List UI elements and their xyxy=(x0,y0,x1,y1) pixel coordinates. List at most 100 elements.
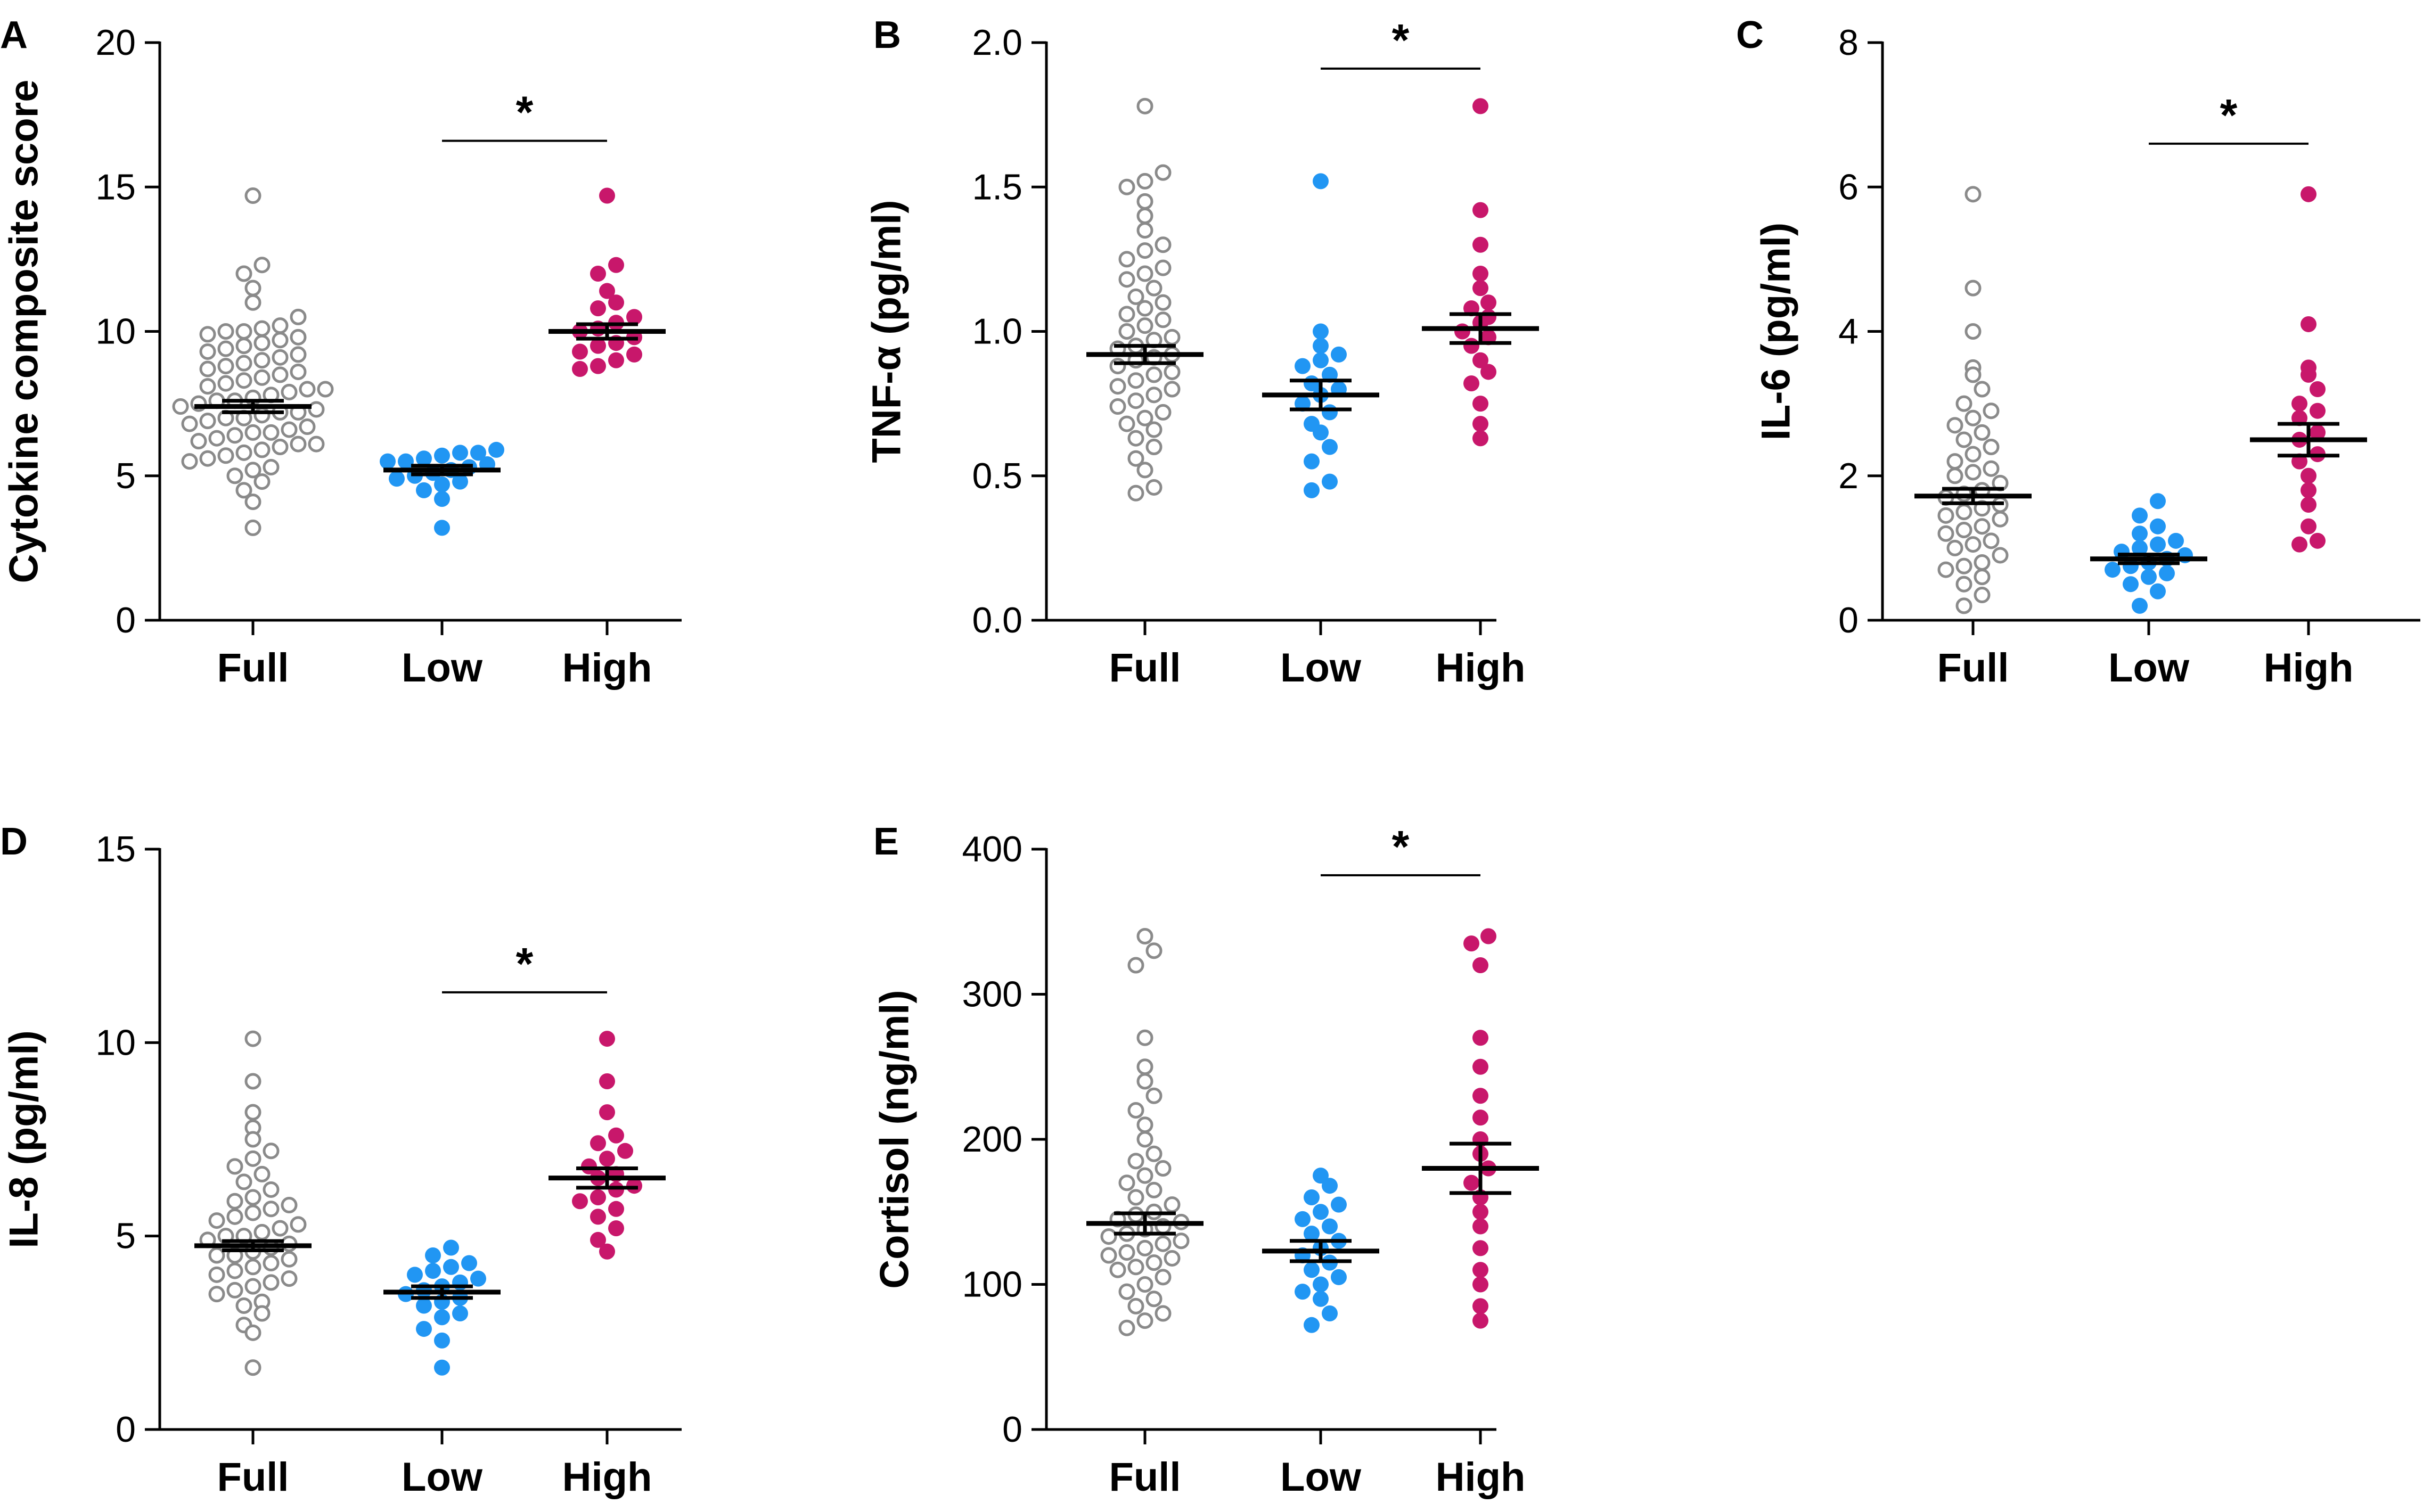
significance-star: * xyxy=(516,939,534,989)
data-point xyxy=(2301,497,2316,513)
data-point xyxy=(244,1324,261,1341)
data-point xyxy=(1964,536,1982,553)
data-point xyxy=(470,1270,486,1287)
y-tick-label: 0 xyxy=(1838,600,1859,640)
data-point xyxy=(1127,1153,1144,1170)
data-point xyxy=(1974,554,1991,571)
data-point xyxy=(380,453,396,470)
data-point xyxy=(2291,536,2307,553)
data-point xyxy=(1472,1276,1488,1293)
data-point xyxy=(1472,1088,1488,1104)
data-point xyxy=(1145,366,1163,383)
data-point xyxy=(1955,504,1972,521)
data-point xyxy=(1127,1189,1144,1206)
data-point xyxy=(1983,532,2000,549)
data-point xyxy=(244,1259,261,1276)
data-point xyxy=(235,444,252,461)
data-point xyxy=(281,383,298,400)
data-point xyxy=(253,352,271,369)
data-point xyxy=(181,415,198,432)
data-point xyxy=(226,467,243,484)
data-point xyxy=(590,1231,606,1248)
data-point xyxy=(434,491,450,507)
data-point xyxy=(235,1173,252,1190)
data-point xyxy=(263,1201,280,1218)
data-point xyxy=(599,1031,615,1047)
data-point xyxy=(244,1359,261,1376)
data-point xyxy=(1964,464,1982,481)
data-point xyxy=(1331,346,1347,363)
data-point xyxy=(235,338,252,355)
data-point xyxy=(1164,381,1181,398)
data-point xyxy=(572,343,588,360)
data-point xyxy=(1118,178,1135,195)
data-point xyxy=(1304,1317,1320,1333)
data-point xyxy=(272,349,289,366)
data-point xyxy=(599,1073,615,1089)
data-point xyxy=(1136,1276,1153,1293)
data-point xyxy=(1109,378,1126,395)
data-point xyxy=(244,294,261,311)
series-high xyxy=(549,187,666,377)
data-point xyxy=(443,1259,459,1275)
data-point xyxy=(226,1281,243,1299)
x-tick-label: High xyxy=(562,1455,652,1500)
y-tick-label: 0 xyxy=(116,600,136,640)
data-point xyxy=(244,187,261,204)
data-point xyxy=(253,407,271,424)
data-point xyxy=(1472,236,1488,253)
data-point xyxy=(2168,532,2184,549)
data-point xyxy=(1472,202,1488,218)
data-point xyxy=(226,427,243,444)
data-point xyxy=(1472,1110,1488,1126)
data-point xyxy=(1331,1196,1347,1213)
data-point xyxy=(452,445,468,461)
data-point xyxy=(1463,1174,1479,1191)
data-point xyxy=(226,1193,243,1210)
data-point xyxy=(608,1220,624,1237)
data-point xyxy=(1974,424,1991,441)
panel-letter: A xyxy=(0,14,28,56)
data-point xyxy=(443,1239,459,1256)
data-point xyxy=(1937,507,1954,524)
data-point xyxy=(290,308,307,325)
data-point xyxy=(1304,1262,1320,1278)
data-point xyxy=(1127,288,1144,305)
data-point xyxy=(1322,473,1338,490)
y-axis-title: IL-8 (pg/ml) xyxy=(2,1030,47,1248)
data-point xyxy=(2301,482,2316,498)
data-point xyxy=(308,435,325,453)
data-point xyxy=(253,1165,271,1182)
data-point xyxy=(581,1158,597,1174)
data-point xyxy=(1118,306,1135,323)
data-point xyxy=(416,482,432,498)
data-point xyxy=(1295,358,1311,374)
data-point xyxy=(199,450,216,467)
panel-letter: C xyxy=(1736,14,1764,56)
data-point xyxy=(1955,431,1972,448)
data-point xyxy=(1472,1058,1488,1075)
data-point xyxy=(1313,173,1329,190)
data-point xyxy=(253,473,271,490)
data-point xyxy=(244,494,261,511)
data-point xyxy=(1472,1298,1488,1314)
data-point xyxy=(244,519,261,536)
data-point xyxy=(1127,1297,1144,1314)
data-point xyxy=(434,476,450,493)
x-tick-label: High xyxy=(2264,645,2354,691)
data-point xyxy=(416,450,432,467)
data-point xyxy=(2310,402,2326,419)
data-point xyxy=(1136,409,1153,426)
data-point xyxy=(1118,251,1135,268)
y-tick-label: 0 xyxy=(1002,1409,1022,1450)
y-tick-label: 0.5 xyxy=(972,456,1022,496)
data-point xyxy=(1118,415,1135,432)
data-point xyxy=(226,1208,243,1225)
data-point xyxy=(263,1255,280,1272)
data-point xyxy=(2310,532,2326,549)
data-point xyxy=(263,458,280,475)
data-point xyxy=(1136,172,1153,190)
data-point xyxy=(452,1305,468,1321)
data-point xyxy=(1145,387,1163,404)
